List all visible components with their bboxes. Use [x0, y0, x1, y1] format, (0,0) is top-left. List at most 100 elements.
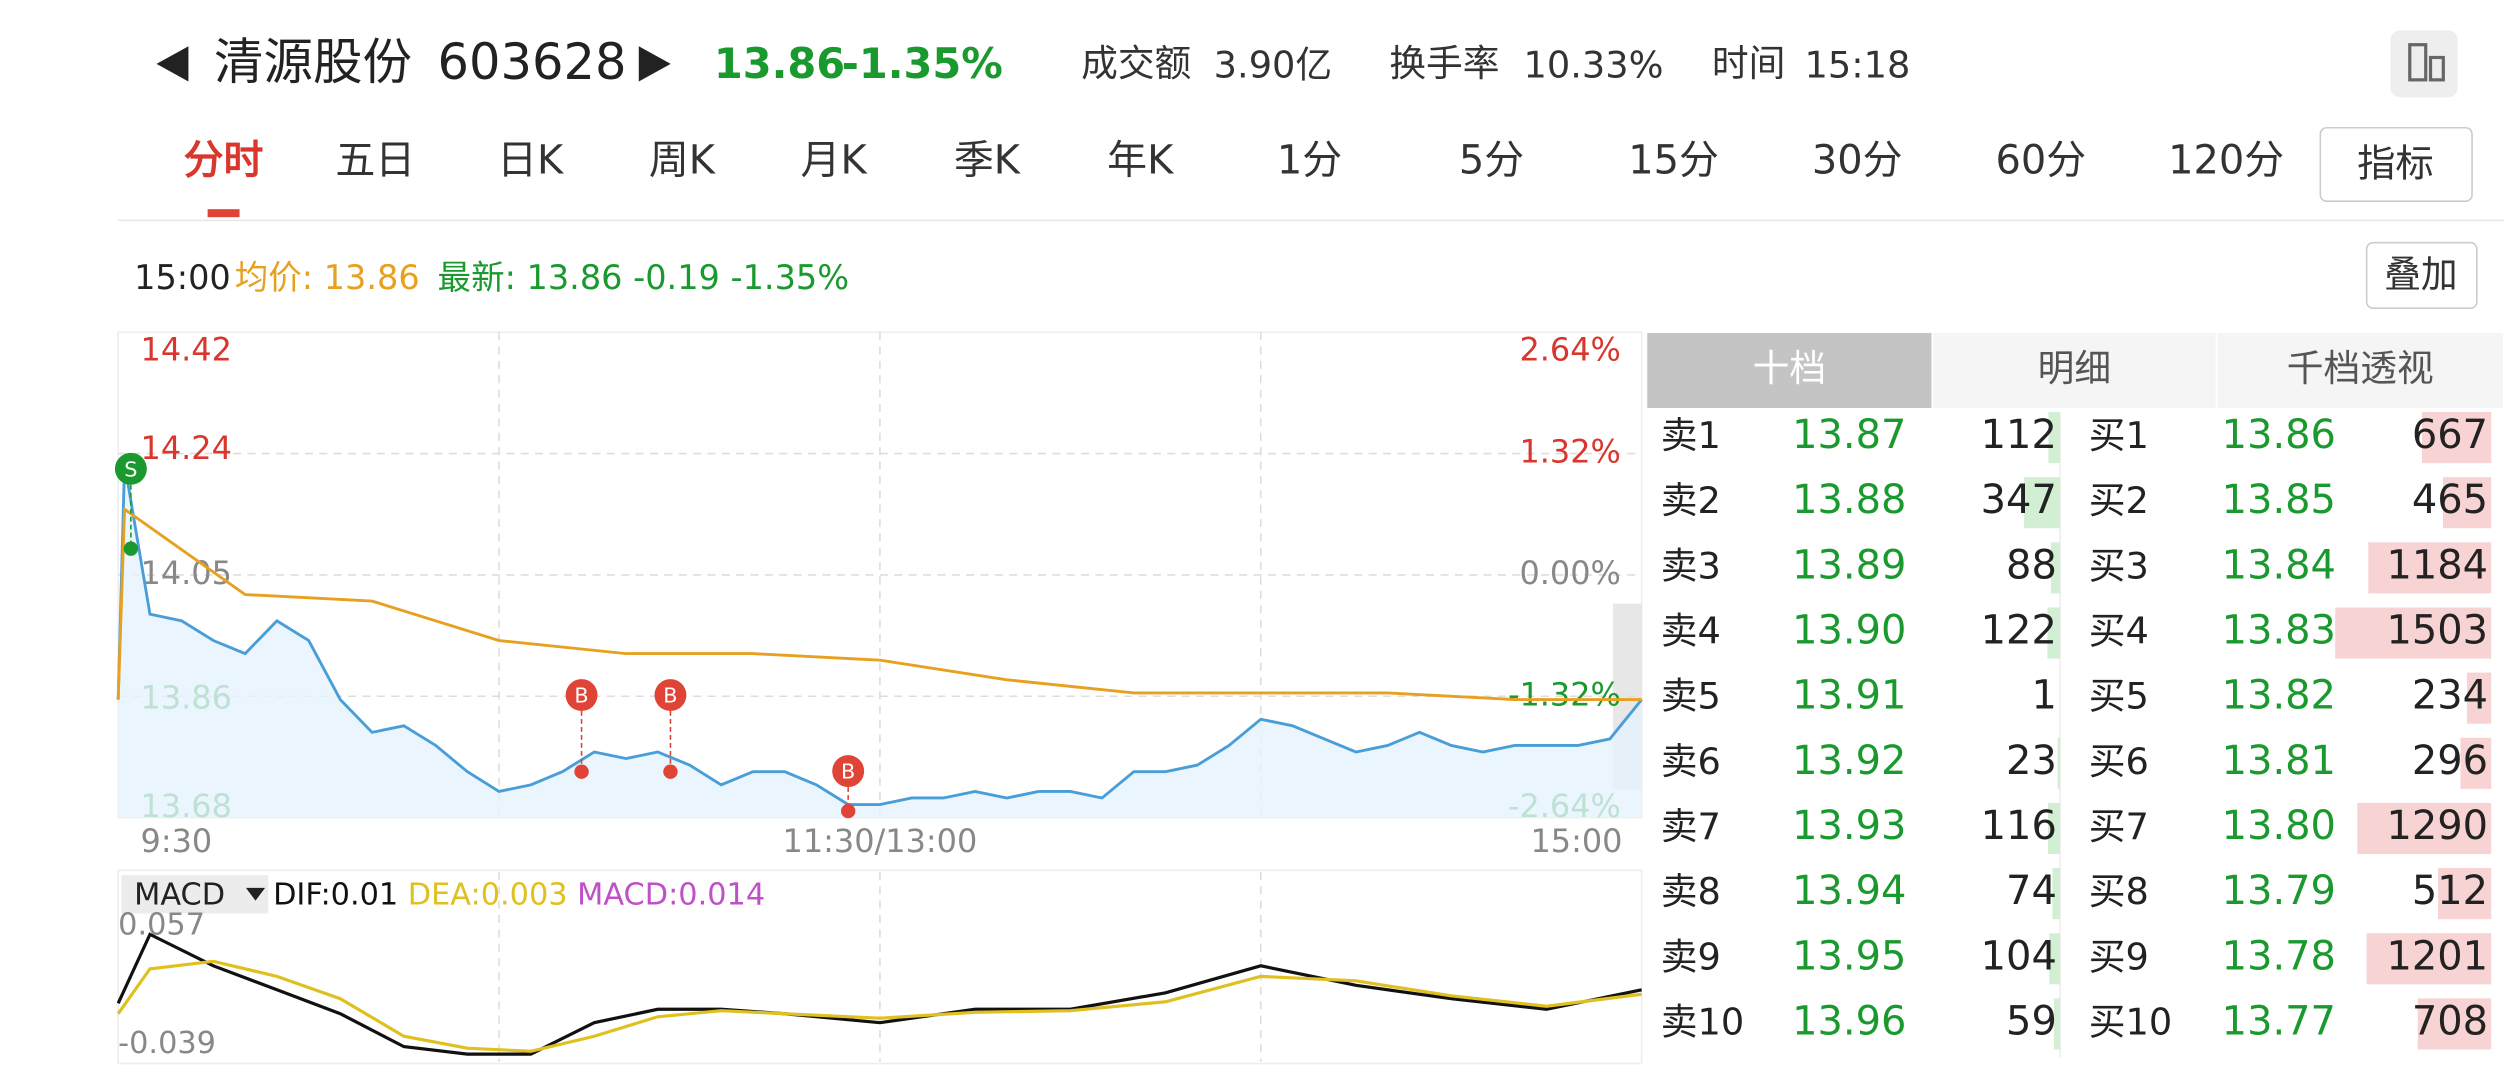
trade-badge	[565, 679, 598, 712]
period-tab[interactable]: 120分	[2168, 137, 2284, 183]
volume-bar	[2421, 412, 2492, 464]
indicator-name: MACD	[134, 877, 225, 912]
level-label: 买6	[2089, 740, 2149, 783]
volume-bar	[2048, 802, 2061, 855]
level-price: 13.88	[1792, 477, 1906, 523]
y2-tick-label: 0.00%	[1519, 554, 1620, 592]
volume-bar	[2047, 607, 2061, 659]
stat-label: 成交额	[1081, 42, 1191, 85]
level-label: 卖4	[1661, 610, 1721, 653]
level-label: 买9	[2089, 935, 2149, 978]
book-tab[interactable]	[1645, 331, 1934, 410]
period-tab[interactable]: 月K	[801, 137, 868, 183]
level-label: 买2	[2089, 479, 2149, 522]
x-tick-label: 15:00	[1530, 822, 1622, 860]
prev-arrow[interactable]	[156, 46, 189, 82]
period-tab[interactable]: 周K	[649, 137, 716, 183]
price-area	[118, 463, 1642, 818]
info-time: 15:00	[134, 258, 231, 297]
level-volume: 1290	[2386, 803, 2488, 849]
level-label: 买3	[2089, 544, 2149, 587]
level-label: 卖1	[1661, 414, 1721, 457]
level-label: 卖7	[1661, 805, 1721, 848]
price-line	[116, 506, 1642, 702]
macd-tick-label: -0.039	[118, 1026, 216, 1061]
change: -1.35%	[842, 39, 1003, 88]
volume-bar	[2368, 542, 2492, 594]
period-tab[interactable]: 分时	[184, 137, 264, 183]
level-price: 13.87	[1792, 412, 1906, 458]
volume-bar	[2460, 737, 2492, 789]
indicator-button-label: 指标	[2357, 142, 2434, 187]
book-tab-label: 明细	[2038, 347, 2111, 390]
price: 13.86	[714, 39, 845, 88]
level-price: 13.81	[2222, 738, 2336, 784]
level-label: 卖5	[1661, 675, 1721, 718]
level-price: 13.93	[1792, 803, 1906, 849]
active-tab-underline	[207, 209, 240, 218]
level-price: 13.89	[1792, 542, 1906, 588]
level-volume: 104	[1981, 933, 2057, 979]
trade-label: B	[574, 684, 588, 708]
legend-entry: DEA:0.003	[408, 877, 568, 912]
level-label: 买8	[2089, 870, 2149, 913]
volume-bar	[2050, 542, 2061, 594]
volume-bar	[2442, 477, 2492, 529]
period-tab[interactable]: 1分	[1277, 137, 1342, 183]
trade-point	[574, 764, 589, 779]
volume-bar	[2024, 477, 2061, 529]
volume-bar	[2057, 737, 2061, 789]
period-tab[interactable]: 年K	[1107, 137, 1174, 183]
level-price: 13.82	[2222, 673, 2336, 719]
stat-label: 时间	[1712, 42, 1785, 85]
volume-bar	[2053, 998, 2061, 1050]
level-volume: 708	[2412, 998, 2488, 1044]
overlay-button-label: 叠加	[2384, 253, 2457, 296]
x-tick-label: 11:30/13:00	[783, 822, 978, 860]
macd-frame	[117, 869, 1643, 1065]
trade-badge	[114, 452, 147, 485]
volume-bar	[2466, 672, 2492, 724]
period-tab[interactable]: 15分	[1628, 137, 1719, 183]
level-price: 13.92	[1792, 738, 1906, 784]
level-volume: 88	[2006, 542, 2057, 588]
period-tab[interactable]: 五日	[335, 137, 415, 183]
period-tab[interactable]: 季K	[954, 137, 1021, 183]
price-line	[116, 463, 1643, 806]
volume-bar	[2438, 868, 2492, 920]
level-price: 13.80	[2222, 803, 2336, 849]
indicator-select[interactable]	[121, 875, 269, 914]
level-volume: 347	[1981, 477, 2057, 523]
volume-bar	[2366, 933, 2492, 985]
volume-bar	[2335, 607, 2492, 659]
overlay-button[interactable]	[2365, 241, 2478, 310]
trade-label: B	[841, 760, 855, 784]
trade-badge	[832, 755, 865, 788]
level-volume: 465	[2412, 477, 2488, 523]
level-volume: 1201	[2386, 933, 2488, 979]
book-tab[interactable]	[1931, 331, 2218, 410]
level-volume: 59	[2006, 998, 2057, 1044]
info-avg: 均价: 13.86	[235, 258, 420, 297]
volume-bar	[2048, 412, 2061, 464]
next-arrow[interactable]	[638, 46, 671, 82]
period-tab[interactable]: 30分	[1812, 137, 1903, 183]
indicator-button[interactable]	[2319, 126, 2473, 203]
level-price: 13.90	[1792, 608, 1906, 654]
period-tab[interactable]: 日K	[497, 137, 564, 183]
level-volume: 23	[2006, 738, 2057, 784]
y-tick-label: 14.05	[141, 554, 232, 592]
volume-bar	[2357, 802, 2492, 855]
macd-value: MACD:0.014	[577, 877, 765, 912]
level-price: 13.78	[2222, 933, 2336, 979]
level-price: 13.85	[2222, 477, 2336, 523]
level-price: 13.83	[2222, 608, 2336, 654]
y2-tick-label: -1.32%	[1508, 675, 1621, 713]
period-tab[interactable]: 5分	[1459, 137, 1524, 183]
level-price: 13.77	[2222, 998, 2336, 1044]
period-tab[interactable]: 60分	[1996, 137, 2087, 183]
macd-line	[116, 959, 1642, 1053]
level-price: 13.96	[1792, 998, 1906, 1044]
